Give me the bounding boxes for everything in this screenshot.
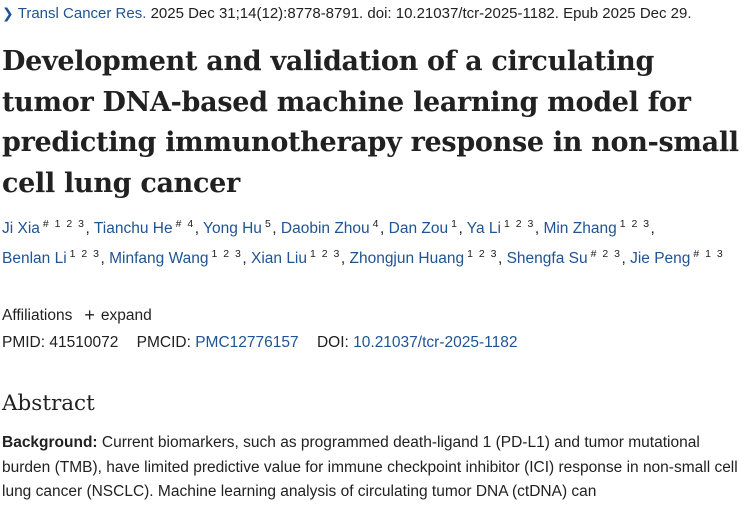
author-item: Ji Xia # 1 2 3 bbox=[2, 218, 86, 237]
journal-link[interactable]: Transl Cancer Res. bbox=[17, 5, 147, 22]
author-link[interactable]: Zhongjun Huang bbox=[349, 249, 465, 267]
background-text: Current biomarkers, such as programmed d… bbox=[2, 434, 738, 500]
affiliations-row: Affiliations + expand bbox=[2, 305, 152, 326]
author-affiliation-refs[interactable]: 1 2 3 bbox=[310, 247, 341, 260]
background-label: Background: bbox=[2, 434, 98, 451]
author-link[interactable]: Shengfa Su bbox=[506, 249, 588, 267]
pmid-value: 41510072 bbox=[49, 334, 119, 351]
author-affiliation-refs[interactable]: # 1 2 3 bbox=[42, 218, 86, 230]
pmcid-link[interactable]: PMC12776157 bbox=[195, 334, 299, 351]
identifiers-row: PMID: 41510072 PMCID: PMC12776157 DOI: 1… bbox=[2, 333, 517, 353]
author-affiliation-refs[interactable]: 1 2 3 bbox=[467, 247, 498, 260]
author-affiliation-refs[interactable]: 1 bbox=[451, 218, 459, 230]
author-item: Shengfa Su # 2 3 bbox=[506, 247, 622, 267]
citation-details: 2025 Dec 31;14(12):8778-8791. doi: 10.21… bbox=[150, 5, 692, 22]
author-item: Minfang Wang 1 2 3 bbox=[109, 247, 243, 267]
author-affiliation-refs[interactable]: # 1 3 bbox=[693, 247, 725, 260]
author-item: Zhongjun Huang 1 2 3 bbox=[349, 247, 498, 267]
author-link[interactable]: Xian Liu bbox=[250, 249, 307, 267]
plus-icon[interactable]: + bbox=[84, 305, 95, 325]
pmid-label: PMID: bbox=[2, 334, 46, 351]
affiliations-expand-button[interactable]: expand bbox=[100, 307, 152, 324]
author-link[interactable]: Yong Hu bbox=[203, 220, 262, 237]
author-link[interactable]: Benlan Li bbox=[2, 249, 67, 267]
author-affiliation-refs[interactable]: 1 2 3 bbox=[211, 247, 243, 260]
author-affiliation-refs[interactable]: # 4 bbox=[175, 218, 195, 230]
author-list: Ji Xia # 1 2 3, Tianchu He # 4, Yong Hu 5, … bbox=[2, 218, 725, 267]
author-affiliation-refs[interactable]: 1 2 3 bbox=[503, 218, 535, 230]
abstract-background: Background: Current biomarkers, such as … bbox=[2, 431, 750, 505]
author-affiliation-refs[interactable]: # 2 3 bbox=[590, 247, 622, 260]
author-link[interactable]: Min Zhang bbox=[543, 220, 617, 237]
chevron-right-icon[interactable]: ❯ bbox=[2, 5, 14, 21]
author-link[interactable]: Dan Zou bbox=[388, 220, 449, 237]
author-item: Benlan Li 1 2 3 bbox=[2, 247, 101, 267]
author-link[interactable]: Tianchu He bbox=[93, 220, 173, 237]
author-link[interactable]: Daobin Zhou bbox=[280, 220, 370, 237]
author-affiliation-refs[interactable]: 1 2 3 bbox=[69, 247, 101, 260]
doi-label: DOI: bbox=[316, 334, 349, 351]
doi-link[interactable]: 10.21037/tcr-2025-1182 bbox=[353, 334, 518, 351]
author-affiliation-refs[interactable]: 4 bbox=[372, 218, 381, 230]
author-affiliation-refs[interactable]: 5 bbox=[264, 218, 273, 230]
pmcid-label: PMCID: bbox=[136, 334, 191, 351]
author-affiliation-refs[interactable]: 1 2 3 bbox=[619, 218, 651, 230]
abstract-heading: Abstract bbox=[2, 391, 95, 416]
author-link[interactable]: Ya Li bbox=[466, 220, 501, 237]
author-item: Dan Zou 1 bbox=[388, 218, 459, 237]
author-item: Jie Peng # 1 3 bbox=[630, 247, 725, 267]
author-item: Tianchu He # 4 bbox=[93, 218, 195, 237]
author-link[interactable]: Minfang Wang bbox=[109, 249, 209, 267]
author-item: Ya Li 1 2 3 bbox=[466, 218, 535, 237]
article-title: Development and validation of a circulat… bbox=[2, 46, 739, 199]
citation-line: ❯ Transl Cancer Res. 2025 Dec 31;14(12):8… bbox=[2, 3, 692, 24]
author-link[interactable]: Jie Peng bbox=[630, 249, 691, 267]
author-item: Yong Hu 5 bbox=[203, 218, 273, 237]
author-link[interactable]: Ji Xia bbox=[2, 220, 40, 237]
author-item: Xian Liu 1 2 3 bbox=[250, 247, 341, 267]
author-item: Min Zhang 1 2 3 bbox=[543, 218, 651, 237]
author-item: Daobin Zhou 4 bbox=[280, 218, 381, 237]
affiliations-label: Affiliations bbox=[2, 307, 73, 324]
